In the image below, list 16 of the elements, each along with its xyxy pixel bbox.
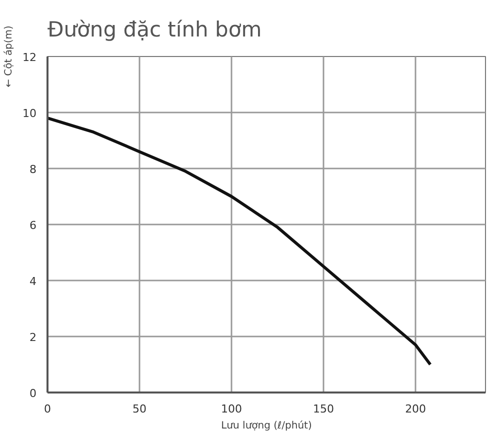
y-tick-label: 4 — [30, 275, 36, 288]
y-tick-label: 8 — [30, 163, 36, 176]
x-tick-label: 100 — [221, 402, 242, 416]
x-tick-label: 0 — [44, 402, 51, 416]
y-tick-label: 12 — [22, 51, 37, 64]
y-tick-label: 10 — [22, 107, 37, 120]
line-series — [48, 116, 432, 366]
y-axis-title: ← Cột áp(m) — [4, 26, 15, 88]
x-tick-label: 200 — [405, 402, 426, 416]
x-axis-title: Lưu lượng (ℓ/phút) — [221, 420, 312, 432]
x-tick-label: 150 — [313, 402, 334, 416]
y-tick-label: 0 — [30, 387, 36, 400]
chart-title: Đường đặc tính bơm — [48, 18, 262, 42]
x-tick-label: 50 — [132, 402, 147, 416]
y-tick-label: 2 — [30, 331, 36, 344]
y-tick-label: 6 — [30, 219, 36, 232]
